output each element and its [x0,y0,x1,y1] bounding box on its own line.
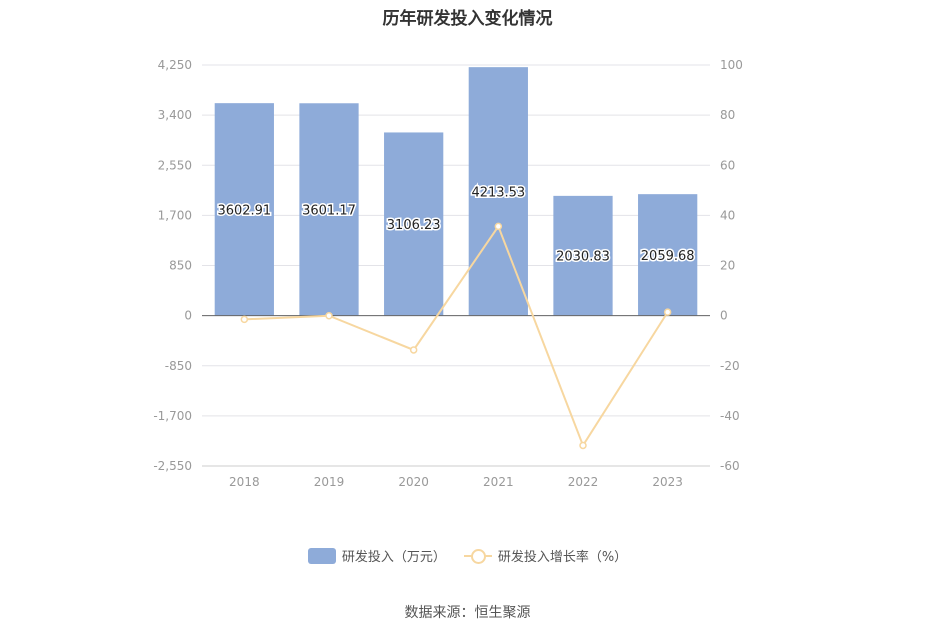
bar [553,195,613,316]
legend-item-growth-rate[interactable]: 研发投入增长率（%） [463,546,628,565]
bar-data-label: 4213.53 [471,185,525,200]
x-tick-label: 2018 [229,475,260,489]
bar-data-label: 3601.17 [302,203,356,218]
y-right-tick-label: 80 [720,108,735,122]
legend-label-growth-rate: 研发投入增长率（%） [497,550,628,565]
y-right-tick-label: -40 [720,409,740,423]
bar [214,103,274,316]
legend: 研发投入（万元） 研发投入增长率（%） [0,546,935,565]
x-tick-label: 2019 [314,475,345,489]
y-right-tick-label: 100 [720,58,743,72]
y-left-tick-label: 0 [184,309,192,323]
legend-label-rd-investment: 研发投入（万元） [341,550,446,565]
bar-data-label: 2030.83 [556,250,610,265]
chart-title: 历年研发投入变化情况 [382,9,553,29]
y-left-tick-label: -2,550 [153,459,192,473]
y-left-tick-label: 4,250 [158,58,192,72]
x-tick-label: 2023 [652,475,683,489]
y-left-tick-label: 2,550 [158,158,192,172]
y-right-tick-label: 40 [720,208,735,222]
bar [299,103,359,316]
data-source: 数据来源：恒生聚源 [404,605,531,621]
legend-swatch-bar [307,547,336,564]
growth-rate-point [240,315,249,324]
y-right-tick-label: 20 [720,259,735,273]
y-right-tick-label: -20 [720,359,740,373]
bar-data-label: 3602.91 [217,203,271,218]
x-tick-label: 2022 [568,475,599,489]
y-left-tick-label: 1,700 [158,208,192,222]
y-right-tick-label: 60 [720,158,735,172]
y-left-tick-label: -850 [165,359,192,373]
growth-rate-point [409,346,418,354]
legend-item-rd-investment[interactable]: 研发投入（万元） [307,546,446,565]
x-tick-label: 2020 [398,475,429,489]
growth-rate-point [579,441,587,450]
bar [638,194,698,316]
y-left-tick-label: -1,700 [153,409,192,423]
legend-swatch-line [463,548,492,564]
growth-rate-point [663,308,672,316]
y-right-tick-label: -60 [720,459,740,473]
y-right-tick-label: 0 [720,309,728,323]
y-left-tick-label: 850 [169,259,192,273]
bar-data-label: 2059.68 [641,249,695,264]
bar [468,67,528,316]
growth-rate-line [244,224,669,448]
x-tick-label: 2021 [483,475,514,489]
bar-data-label: 3106.23 [387,218,441,233]
growth-rate-point [494,222,503,231]
y-left-tick-label: 3,400 [158,108,192,122]
growth-rate-point [325,312,333,320]
bar [384,132,444,316]
